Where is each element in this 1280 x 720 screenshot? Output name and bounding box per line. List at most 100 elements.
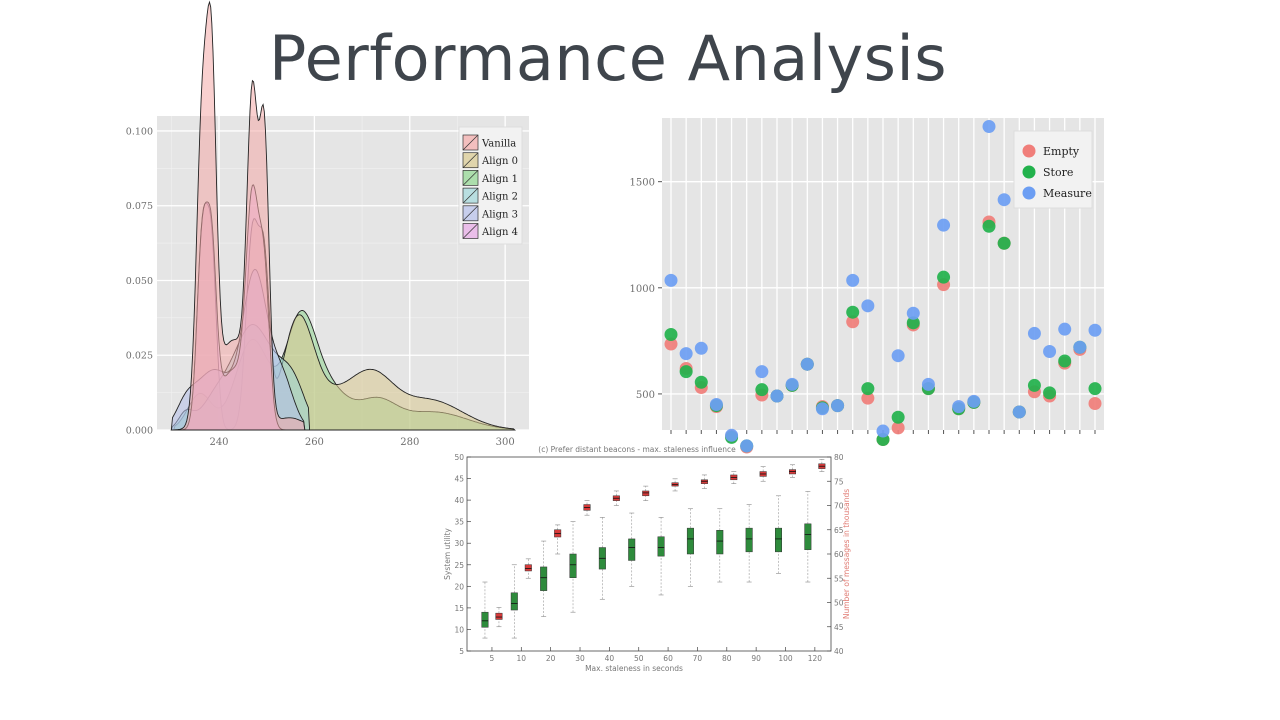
y-tick-label-left: 25: [454, 561, 464, 570]
point-measure: [1088, 323, 1102, 337]
box-body: [510, 592, 518, 611]
y-tick-label: 0.025: [126, 351, 153, 362]
box-utility: [804, 491, 812, 583]
box-body: [481, 611, 489, 628]
box-utility: [775, 495, 782, 574]
y-tick-label-left: 30: [454, 539, 464, 548]
point-measure: [921, 377, 935, 391]
legend-swatch-slash: [462, 170, 479, 186]
legend-marker: [1022, 186, 1036, 200]
scatter-chart: 500 1000 1500 Empty Store Measure: [630, 118, 1104, 454]
point-measure: [679, 347, 693, 361]
box-messages: [671, 478, 679, 492]
point-empty: [846, 315, 860, 329]
point-measure: [937, 218, 951, 232]
box-plot-chart: (c) Prefer distant beacons - max. stalen…: [443, 445, 851, 673]
point-store: [664, 327, 678, 341]
point-store: [1058, 354, 1072, 368]
y-tick-label-left: 5: [459, 647, 464, 656]
point-measure: [815, 402, 829, 416]
y-tick-label-right: 80: [834, 453, 844, 462]
point-measure: [1012, 405, 1026, 419]
point-measure: [664, 273, 678, 287]
box-utility: [686, 508, 694, 587]
point-store: [1088, 382, 1102, 396]
y-tick-label-right: 40: [834, 647, 844, 656]
y-tick-label-right: 45: [834, 623, 844, 632]
x-tick-label: 60: [663, 654, 673, 663]
box-utility: [540, 540, 548, 617]
box-utility: [716, 508, 724, 583]
y-tick-label: 1000: [630, 284, 655, 295]
point-store: [997, 236, 1011, 250]
y-tick-label-right: 50: [834, 599, 844, 608]
point-store: [891, 410, 905, 424]
box-body: [628, 538, 636, 561]
y-tick-label-left: 50: [454, 453, 464, 462]
legend-swatch-slash: [462, 134, 479, 151]
box-messages: [495, 607, 503, 628]
x-tick-label: 50: [634, 654, 644, 663]
density-chart: 240 260 280 300 0.000 0.025 0.050 0.075 0.100 Van…: [126, 0, 529, 448]
y-axis-label-left: System utility: [443, 528, 452, 580]
box-messages: [642, 485, 650, 501]
x-tick-label: 30: [575, 654, 585, 663]
y-tick-label-left: 35: [454, 518, 464, 527]
legend-label: Measure: [1043, 187, 1092, 200]
box-utility: [745, 504, 753, 583]
box-utility: [628, 512, 636, 587]
point-store: [755, 383, 769, 397]
box-body: [524, 564, 532, 572]
box-messages: [554, 524, 562, 555]
box-body: [686, 527, 694, 555]
x-tick-label: 20: [546, 654, 556, 663]
legend-label: Align 2: [481, 192, 518, 203]
box-body: [775, 527, 782, 553]
density-area-vanilla: [173, 0, 306, 431]
legend-swatch-slash: [462, 152, 479, 168]
x-axis-label: Max. staleness in seconds: [585, 664, 683, 673]
box-utility: [598, 517, 606, 600]
point-measure: [1043, 344, 1057, 358]
point-measure: [876, 424, 890, 438]
x-tick-label: 260: [305, 437, 324, 448]
y-tick-label: 0.100: [126, 126, 153, 137]
y-tick-label-right: 55: [834, 574, 844, 583]
box-body: [540, 566, 548, 591]
y-tick-label-left: 15: [454, 604, 464, 613]
box-utility: [481, 581, 489, 639]
y-tick-label-right: 75: [834, 477, 844, 486]
point-measure: [831, 399, 845, 413]
point-measure: [770, 389, 784, 403]
box-messages: [730, 471, 738, 484]
point-measure: [694, 341, 708, 355]
x-tick-label: 10: [517, 654, 527, 663]
point-empty: [1088, 396, 1102, 410]
x-tick-label: 80: [722, 654, 732, 663]
x-tick-label: 300: [496, 437, 515, 448]
box-messages: [789, 464, 796, 478]
box-messages: [818, 459, 826, 472]
y-tick-label-right: 70: [834, 502, 844, 511]
legend-marker: [1022, 165, 1036, 179]
point-empty: [664, 337, 678, 351]
box-body: [569, 553, 577, 578]
x-tick-label: 90: [751, 654, 761, 663]
y-tick-label-right: 65: [834, 526, 844, 535]
legend-label: Align 3: [481, 209, 518, 220]
box-messages: [524, 558, 532, 579]
page-title: Performance Analysis: [268, 22, 948, 95]
plot-frame: [466, 456, 832, 652]
point-store: [861, 382, 875, 396]
point-store: [906, 316, 920, 330]
x-tick-label: 120: [808, 654, 823, 663]
box-body: [495, 612, 503, 620]
point-store: [694, 375, 708, 389]
box-body: [642, 490, 650, 497]
legend-swatch-slash: [462, 205, 479, 222]
x-tick-label: 40: [605, 654, 615, 663]
point-measure: [861, 299, 875, 313]
legend-swatch-slash: [462, 223, 479, 239]
point-store: [679, 365, 693, 379]
box-body: [657, 536, 665, 557]
